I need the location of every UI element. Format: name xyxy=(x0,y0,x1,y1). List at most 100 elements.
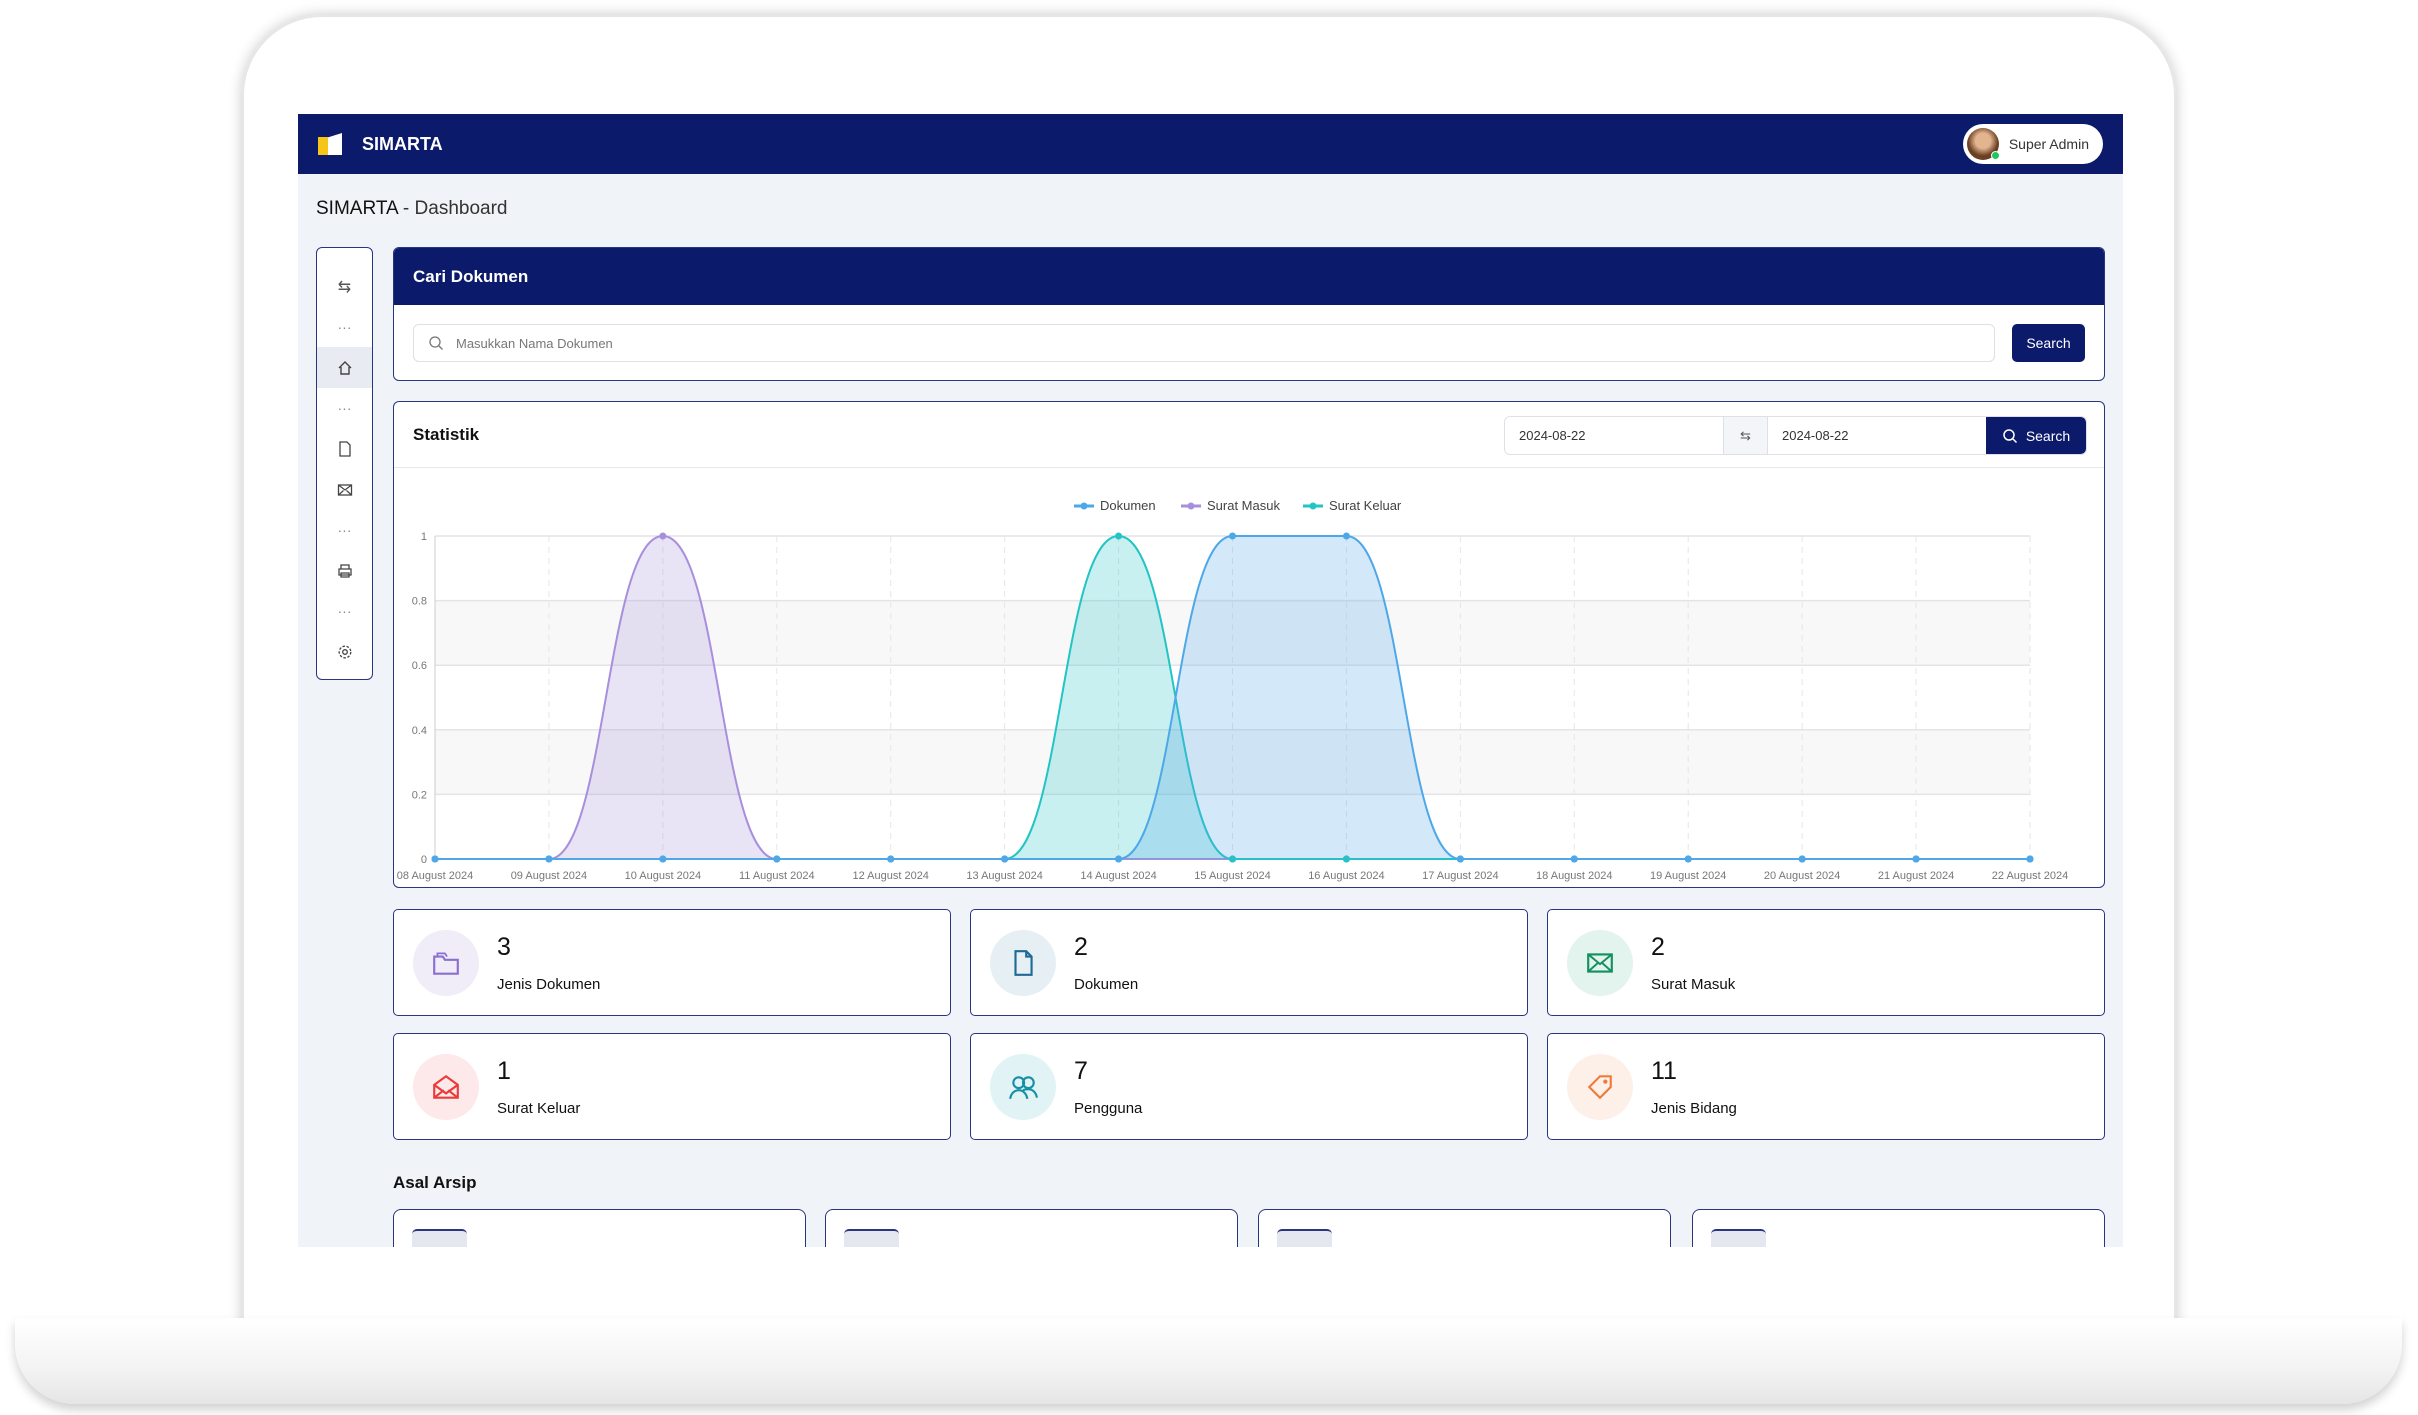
sidebar-item-settings[interactable] xyxy=(317,631,372,672)
data-point xyxy=(431,855,439,863)
x-tick-label: 18 August 2024 xyxy=(1536,870,1612,882)
printer-icon xyxy=(337,563,352,578)
summary-value: 2 xyxy=(1074,932,1088,961)
x-tick-label: 15 August 2024 xyxy=(1194,870,1270,882)
sidebar-divider-dots: ··· xyxy=(337,603,352,619)
sidebar-item-print[interactable] xyxy=(317,550,372,591)
summary-card-pengguna[interactable]: 7 Pengguna xyxy=(970,1033,1528,1140)
summary-card-jenis-dokumen[interactable]: 3 Jenis Dokumen xyxy=(393,909,951,1016)
summary-card-surat-keluar[interactable]: 1 Surat Keluar xyxy=(393,1033,951,1140)
laptop-base xyxy=(15,1318,2402,1404)
sidebar: ⇆ ··· ··· ··· ··· xyxy=(316,247,373,680)
archive-source-icon xyxy=(844,1229,899,1247)
date-from-input[interactable]: 2024-08-22 xyxy=(1505,417,1723,454)
breadcrumb-page: Dashboard xyxy=(414,198,508,219)
legend-marker-dot xyxy=(1309,502,1317,510)
data-point xyxy=(1912,855,1920,863)
mail-icon xyxy=(1567,929,1633,996)
archive-source-icon xyxy=(412,1229,467,1247)
sidebar-divider-dots: ··· xyxy=(337,400,352,416)
y-tick-label: 0.6 xyxy=(412,660,427,672)
data-point xyxy=(1684,855,1692,863)
y-tick-label: 1 xyxy=(421,531,427,543)
legend-label: Surat Keluar xyxy=(1329,498,1402,513)
y-tick-label: 0.2 xyxy=(412,789,427,801)
x-tick-label: 17 August 2024 xyxy=(1422,870,1498,882)
asal-arsip-title: Asal Arsip xyxy=(393,1173,477,1192)
statistics-search-label: Search xyxy=(2025,427,2071,444)
archive-source-icon xyxy=(1711,1229,1766,1247)
sidebar-toggle-icon[interactable]: ⇆ xyxy=(337,278,352,296)
series-area-dokumen xyxy=(435,536,2030,859)
document-search-input[interactable]: Masukkan Nama Dokumen xyxy=(413,324,1995,362)
x-tick-label: 22 August 2024 xyxy=(1992,870,2068,882)
users-icon xyxy=(990,1053,1056,1120)
statistics-search-button[interactable]: Search xyxy=(1986,417,2086,454)
data-point xyxy=(1001,855,1009,863)
swap-dates-icon[interactable]: ⇆ xyxy=(1723,417,1768,454)
date-to-input[interactable]: 2024-08-22 xyxy=(1768,417,1986,454)
sidebar-item-mail[interactable] xyxy=(317,469,372,510)
home-icon xyxy=(338,360,351,375)
date-range-picker: 2024-08-22 ⇆ 2024-08-22 Search xyxy=(1504,416,2087,455)
archive-source-card[interactable] xyxy=(825,1209,1238,1247)
avatar xyxy=(1966,128,2000,160)
statistics-card: Statistik 2024-08-22 ⇆ 2024-08-22 Search… xyxy=(393,401,2105,888)
summary-label: Surat Masuk xyxy=(1651,975,1736,993)
data-point xyxy=(545,855,553,863)
breadcrumb-app: SIMARTA xyxy=(316,198,398,219)
summary-label: Dokumen xyxy=(1074,975,1139,993)
x-tick-label: 10 August 2024 xyxy=(625,870,701,882)
search-icon xyxy=(429,336,443,350)
summary-card-jenis-bidang[interactable]: 11 Jenis Bidang xyxy=(1547,1033,2105,1140)
search-card: Cari Dokumen Masukkan Nama Dokumen Searc… xyxy=(393,247,2105,381)
summary-label: Jenis Bidang xyxy=(1651,1099,1737,1117)
summary-value: 7 xyxy=(1074,1056,1088,1085)
summary-value: 11 xyxy=(1651,1056,1677,1085)
summary-label: Surat Keluar xyxy=(497,1099,581,1117)
data-point xyxy=(659,532,667,540)
data-point xyxy=(1229,855,1236,863)
search-card-title: Cari Dokumen xyxy=(394,248,2104,305)
x-tick-label: 09 August 2024 xyxy=(511,870,587,882)
legend-marker-dot xyxy=(1080,502,1088,510)
search-icon xyxy=(2003,428,2017,443)
legend-label: Dokumen xyxy=(1100,498,1156,513)
sidebar-item-documents[interactable] xyxy=(317,428,372,469)
folder-icon xyxy=(413,929,479,996)
x-tick-label: 19 August 2024 xyxy=(1650,870,1726,882)
x-tick-label: 14 August 2024 xyxy=(1080,870,1156,882)
mail-icon xyxy=(337,483,352,496)
sidebar-divider-dots: ··· xyxy=(337,319,352,335)
summary-card-surat-masuk[interactable]: 2 Surat Masuk xyxy=(1547,909,2105,1016)
file-icon xyxy=(990,929,1056,996)
search-placeholder: Masukkan Nama Dokumen xyxy=(456,335,613,351)
y-tick-label: 0.4 xyxy=(412,725,427,737)
search-button[interactable]: Search xyxy=(2012,324,2085,362)
archive-source-icon xyxy=(1277,1229,1332,1247)
legend-marker-dot xyxy=(1187,502,1195,510)
sidebar-item-home[interactable] xyxy=(317,347,372,388)
x-tick-label: 13 August 2024 xyxy=(966,870,1042,882)
archive-source-card[interactable] xyxy=(1258,1209,1671,1247)
x-tick-label: 12 August 2024 xyxy=(852,870,928,882)
summary-card-dokumen[interactable]: 2 Dokumen xyxy=(970,909,1528,1016)
y-tick-label: 0.8 xyxy=(412,596,427,608)
x-tick-label: 16 August 2024 xyxy=(1308,870,1384,882)
logo-icon xyxy=(318,133,344,155)
brand-name[interactable]: SIMARTA xyxy=(362,133,443,154)
series-area-surat-masuk xyxy=(435,536,2030,859)
grid-band xyxy=(435,600,2030,666)
summary-value: 2 xyxy=(1651,932,1665,961)
breadcrumb-separator: - xyxy=(397,198,415,219)
legend-label: Surat Masuk xyxy=(1207,498,1280,513)
archive-source-card[interactable] xyxy=(1692,1209,2105,1247)
x-tick-label: 21 August 2024 xyxy=(1878,870,1954,882)
summary-value: 1 xyxy=(497,1056,511,1085)
online-status-dot xyxy=(1990,151,2000,160)
summary-label: Jenis Dokumen xyxy=(497,975,601,993)
top-navbar: SIMARTA Super Admin xyxy=(298,114,2123,174)
archive-source-card[interactable] xyxy=(393,1209,806,1247)
user-menu[interactable]: Super Admin xyxy=(1962,124,2103,164)
user-name: Super Admin xyxy=(2008,136,2089,152)
